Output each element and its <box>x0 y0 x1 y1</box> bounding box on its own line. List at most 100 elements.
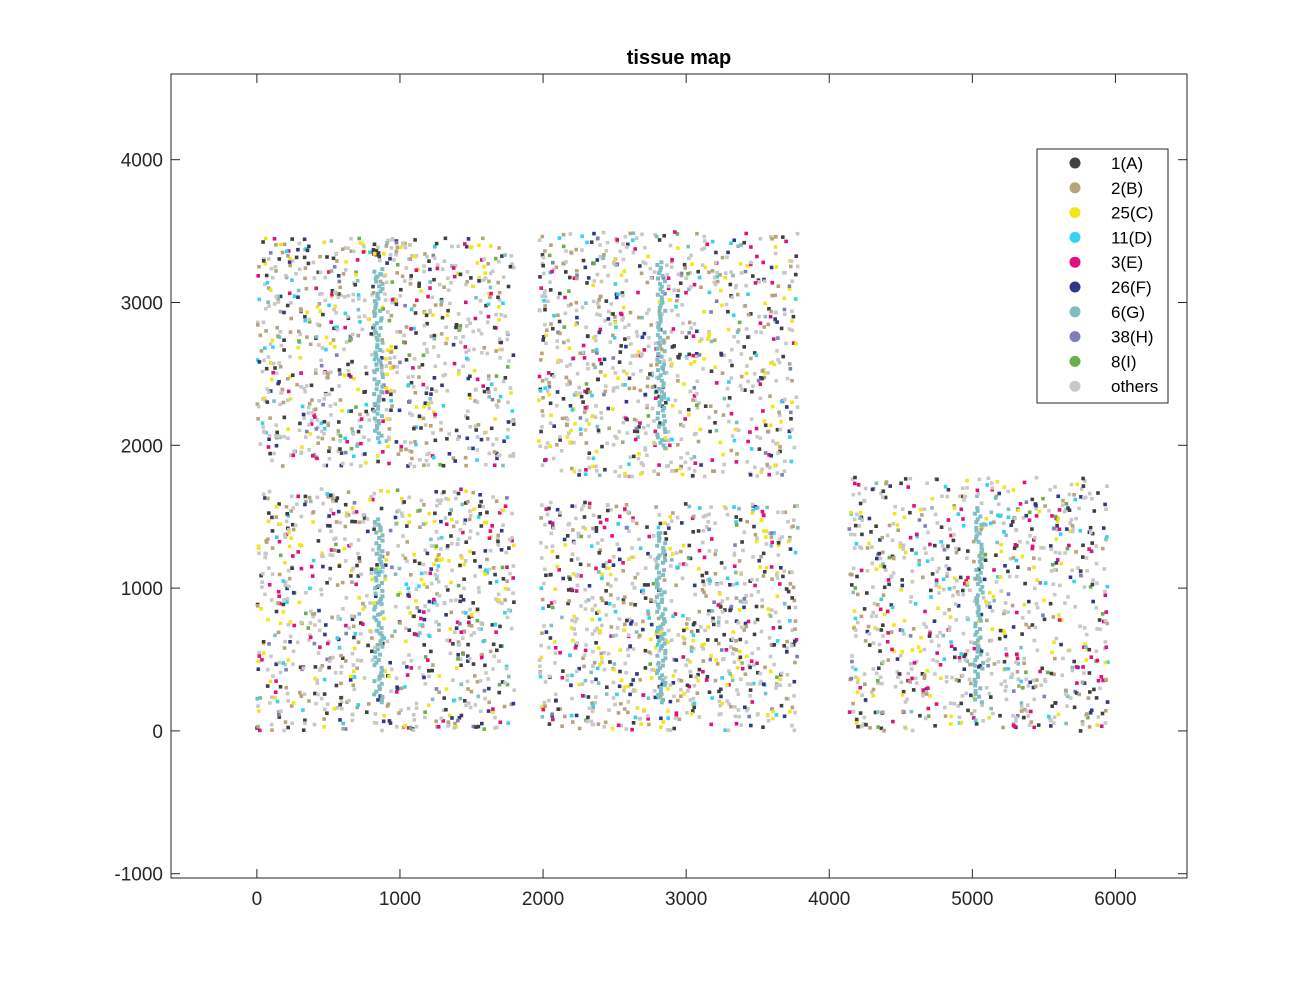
data-point <box>372 251 377 256</box>
data-point <box>330 497 335 501</box>
data-point <box>643 666 648 670</box>
data-point <box>444 613 448 617</box>
data-point <box>706 611 711 616</box>
data-point <box>734 648 739 652</box>
data-point <box>362 244 366 249</box>
data-point <box>1082 645 1086 649</box>
data-point <box>428 280 432 284</box>
data-point <box>900 650 904 654</box>
data-point <box>256 323 260 327</box>
data-point <box>673 398 678 403</box>
data-point <box>423 682 428 686</box>
data-point <box>422 610 426 614</box>
data-point <box>983 523 988 527</box>
data-point <box>909 662 913 666</box>
data-point <box>359 441 363 446</box>
data-point <box>555 339 559 343</box>
data-point <box>926 530 930 535</box>
data-point <box>762 513 766 518</box>
data-point <box>577 682 581 687</box>
data-point <box>503 253 507 257</box>
legend-box <box>1036 148 1169 404</box>
data-point <box>679 271 684 276</box>
data-point <box>567 599 571 603</box>
data-point <box>541 335 546 339</box>
data-point <box>613 371 618 375</box>
data-point <box>406 464 410 468</box>
data-point <box>398 360 402 365</box>
data-point <box>464 300 468 305</box>
data-point <box>485 351 490 356</box>
data-point <box>706 638 710 642</box>
data-point <box>650 373 654 378</box>
data-point <box>497 298 502 302</box>
data-point <box>789 264 793 269</box>
data-point <box>597 609 601 614</box>
data-point <box>402 333 406 338</box>
data-point <box>456 491 461 496</box>
data-point <box>935 521 940 525</box>
data-point <box>642 583 647 587</box>
data-point <box>270 515 274 520</box>
data-point <box>277 715 282 719</box>
data-point <box>291 701 296 705</box>
data-point <box>547 645 551 650</box>
data-point <box>446 588 450 592</box>
data-point <box>965 556 969 560</box>
data-point <box>473 674 477 678</box>
data-point <box>874 614 878 618</box>
data-point <box>687 504 692 509</box>
data-point <box>918 649 923 653</box>
data-point <box>425 347 429 352</box>
data-point <box>687 413 691 417</box>
data-point <box>1032 538 1036 542</box>
data-point <box>378 289 383 294</box>
data-point <box>760 509 765 514</box>
data-point <box>335 259 339 263</box>
data-point <box>671 552 675 556</box>
data-point <box>385 261 389 265</box>
data-point <box>722 462 726 467</box>
data-point <box>374 721 379 725</box>
data-point <box>376 436 380 441</box>
data-point <box>336 616 341 621</box>
data-point <box>656 635 660 639</box>
data-point <box>769 309 773 314</box>
data-point <box>408 243 412 247</box>
data-point <box>291 506 295 510</box>
data-point <box>474 725 478 729</box>
data-point <box>738 518 743 522</box>
data-point <box>1067 543 1071 548</box>
data-point <box>968 588 972 592</box>
data-point <box>899 680 904 685</box>
data-point <box>708 404 713 408</box>
data-point <box>900 628 905 633</box>
data-point <box>282 434 286 439</box>
data-point <box>612 555 616 559</box>
data-point <box>296 494 300 499</box>
data-point <box>344 514 349 518</box>
data-point <box>500 565 505 570</box>
data-point <box>403 440 407 444</box>
data-point <box>1098 686 1102 691</box>
data-point <box>660 627 664 631</box>
data-point <box>655 292 660 297</box>
data-point <box>973 621 978 626</box>
data-point <box>432 376 437 380</box>
data-point <box>539 586 544 590</box>
data-point <box>477 279 481 283</box>
data-point <box>547 722 552 726</box>
data-point <box>760 598 764 602</box>
data-point <box>771 709 775 713</box>
data-point <box>709 654 713 658</box>
data-point <box>553 651 558 656</box>
data-point <box>297 428 302 433</box>
data-point <box>277 257 282 261</box>
data-point <box>326 421 331 425</box>
data-point <box>902 555 906 560</box>
data-point <box>686 556 691 560</box>
data-point <box>389 313 394 318</box>
data-point <box>378 559 383 564</box>
data-point <box>680 303 684 307</box>
data-point <box>1032 565 1036 570</box>
